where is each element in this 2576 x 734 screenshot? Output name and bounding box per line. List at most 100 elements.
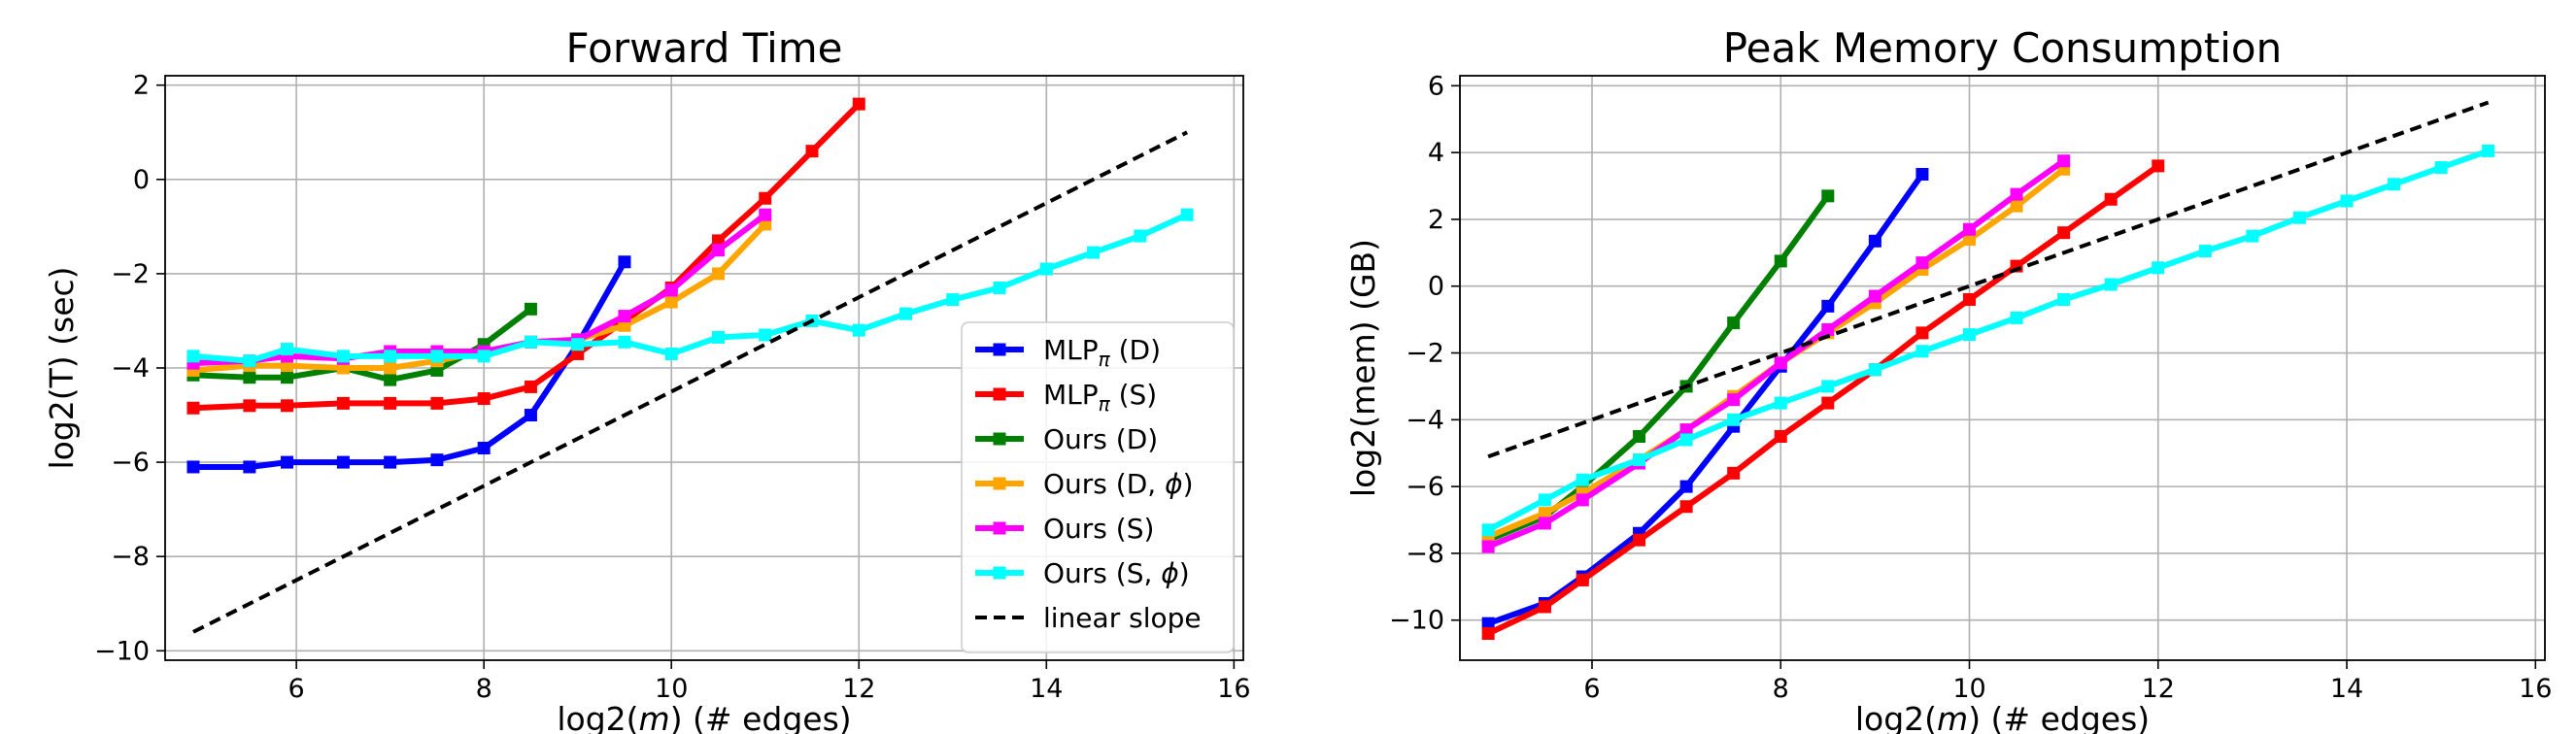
legend-marker (993, 521, 1006, 535)
data-point (243, 354, 256, 368)
data-point (711, 244, 725, 257)
data-point (618, 335, 631, 349)
legend-label: Ours (D) (1043, 423, 1158, 455)
legend-entry: MLPπ (S) (975, 379, 1157, 416)
data-point (2104, 192, 2118, 206)
data-point (384, 361, 397, 375)
data-point (1868, 289, 1881, 303)
x-axis-label: log2(m) (# edges) (557, 700, 851, 734)
data-point (1481, 523, 1495, 537)
series-7 (192, 130, 1188, 634)
legend-label: MLPπ (D) (1043, 334, 1161, 371)
data-point (946, 293, 960, 307)
series-line (193, 260, 627, 470)
legend-label-part: Ours (S, (1043, 557, 1161, 589)
legend-label-part: ) (1183, 468, 1194, 500)
data-point (524, 335, 537, 349)
data-point (1868, 363, 1881, 377)
data-point (1915, 256, 1929, 270)
data-point (477, 442, 491, 455)
legend-label-part: MLP (1043, 379, 1099, 411)
data-point (1679, 433, 1693, 447)
data-point (384, 455, 397, 469)
data-point (1821, 396, 1835, 410)
data-point (899, 307, 913, 320)
y-tick-label: −10 (94, 636, 150, 666)
data-point (1538, 507, 1551, 520)
legend-entry: Ours (D) (975, 423, 1158, 455)
series-line (192, 130, 1188, 634)
series-1 (1481, 167, 1929, 630)
data-point (759, 191, 772, 205)
data-point (1134, 229, 1147, 243)
data-point (280, 455, 293, 469)
x-tick-label: 16 (1217, 674, 1250, 704)
y-tick-label: 2 (133, 71, 150, 101)
data-point (2434, 161, 2448, 175)
data-point (1727, 413, 1741, 426)
data-point (1774, 396, 1787, 410)
legend-label-part: linear slope (1043, 602, 1202, 634)
data-point (2104, 278, 2118, 291)
data-point (336, 350, 350, 363)
data-point (664, 284, 678, 297)
y-tick-label: −2 (1406, 339, 1444, 369)
legend-entry: MLPπ (D) (975, 334, 1161, 371)
y-axis-label: log2(T) (sec) (43, 266, 81, 469)
legend-marker (993, 432, 1006, 446)
data-point (430, 350, 444, 363)
data-point (1821, 189, 1835, 203)
legend-label-part: (S) (1110, 379, 1158, 411)
x-tick-label: 6 (1583, 674, 1600, 704)
data-point (1679, 500, 1693, 514)
legend-label: Ours (S) (1043, 513, 1154, 545)
y-tick-label: 6 (1428, 71, 1444, 101)
data-point (1774, 356, 1787, 370)
y-tick-label: −4 (111, 353, 150, 384)
legend-label-part: π (1099, 348, 1111, 371)
data-point (1576, 473, 1589, 486)
data-point (2057, 154, 2071, 168)
legend-marker (993, 343, 1006, 356)
legend-box (961, 321, 1235, 653)
data-point (1963, 328, 1977, 342)
series-line (192, 212, 1189, 364)
data-point (336, 396, 350, 410)
chart-1: 6 8 10 12 14 16 −10 −8 −6 −4 −2 0 2 Forward Time log2(… (43, 24, 1251, 734)
y-axis-label: log2(mem) (GB) (1344, 239, 1382, 497)
data-point (1963, 222, 1977, 236)
data-point (1538, 600, 1551, 614)
legend-label-part: π (1099, 392, 1111, 416)
data-point (1821, 322, 1835, 336)
y-tick-label: −10 (1389, 606, 1444, 636)
y-tick-label: 4 (1428, 138, 1444, 168)
data-point (280, 399, 293, 413)
data-point (1679, 423, 1693, 437)
data-point (759, 208, 772, 221)
data-point (1915, 167, 1929, 181)
data-point (1774, 430, 1787, 444)
data-point (805, 145, 819, 158)
x-tick-label: 14 (2330, 674, 2363, 704)
y-tick-label: −8 (111, 542, 150, 572)
y-tick-label: −6 (111, 448, 150, 478)
data-point (2057, 226, 2071, 240)
plot-frame (1459, 75, 2546, 661)
data-point (430, 453, 444, 467)
data-point (1821, 299, 1835, 313)
x-tick-label: 14 (1030, 674, 1063, 704)
data-point (711, 330, 725, 344)
x-axis-label: log2(m) (# edges) (1855, 700, 2150, 734)
series-line (1486, 148, 2490, 533)
data-point (1868, 234, 1881, 248)
data-point (993, 281, 1006, 294)
data-point (384, 396, 397, 410)
data-point (2152, 261, 2165, 275)
data-point (524, 409, 537, 422)
x-axis-label-part: ) (# edges) (1968, 700, 2150, 734)
y-tick-label: −2 (111, 259, 150, 289)
data-point (711, 267, 725, 281)
legend-marker (993, 387, 1006, 401)
data-point (186, 401, 200, 415)
